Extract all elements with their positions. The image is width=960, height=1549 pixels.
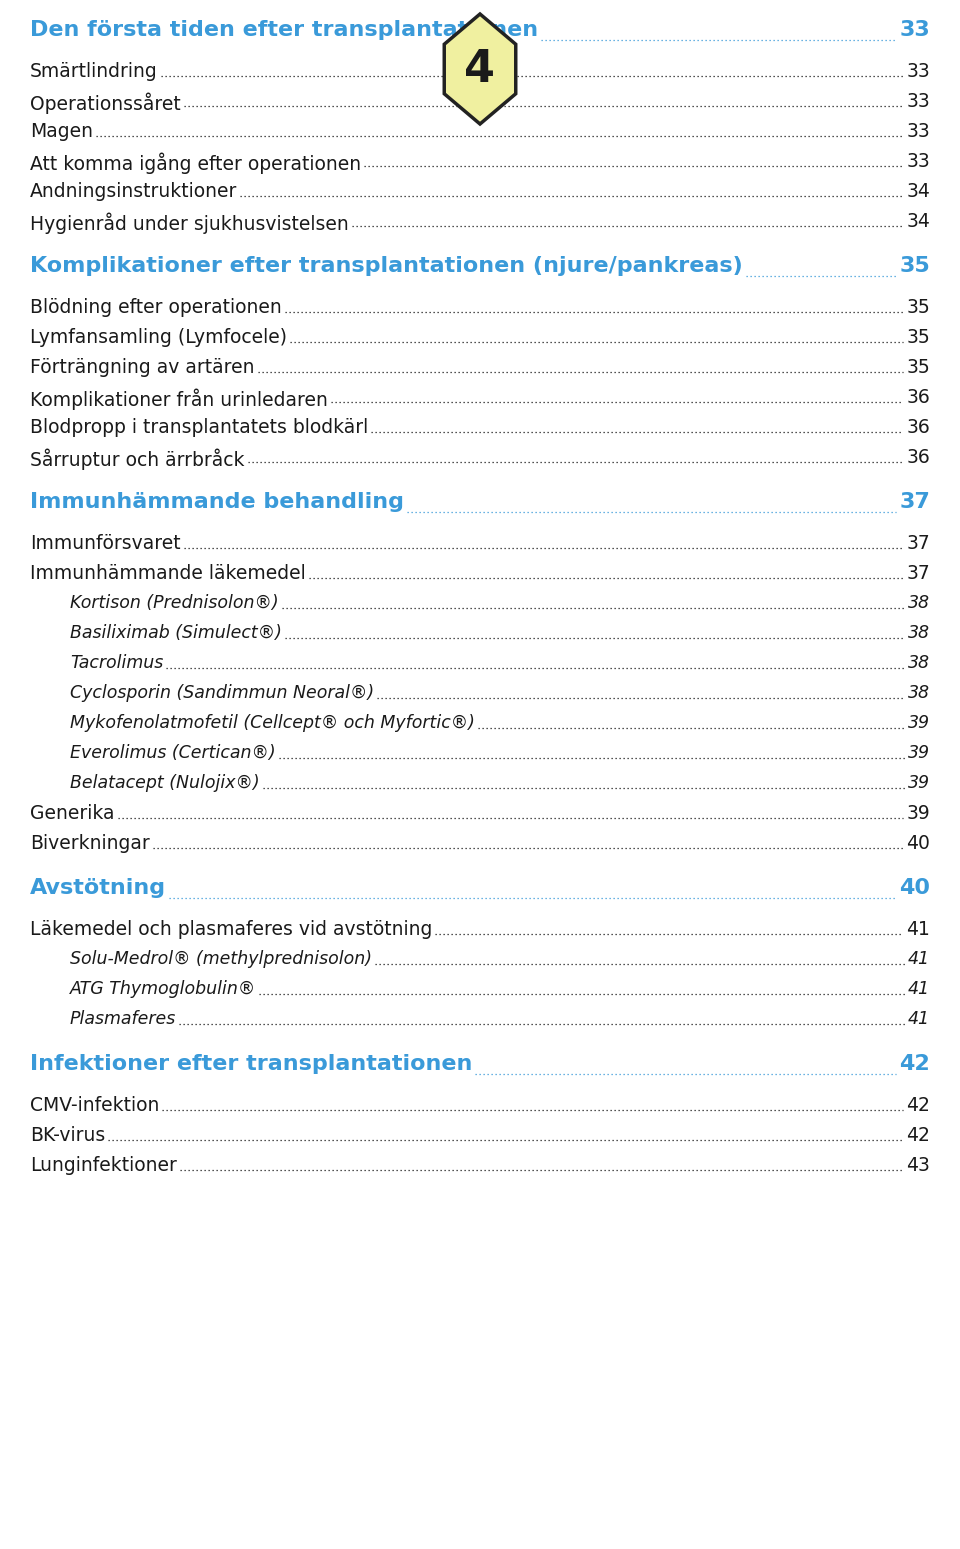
- Text: 34: 34: [906, 181, 930, 201]
- Text: Immunhämmande behandling: Immunhämmande behandling: [30, 493, 404, 513]
- Text: 35: 35: [906, 297, 930, 318]
- Text: 35: 35: [900, 256, 930, 276]
- Text: Cyclosporin (Sandimmun Neoral®): Cyclosporin (Sandimmun Neoral®): [70, 685, 374, 702]
- Text: 41: 41: [908, 1010, 930, 1029]
- Text: Infektioner efter transplantationen: Infektioner efter transplantationen: [30, 1053, 472, 1073]
- Text: Magen: Magen: [30, 122, 93, 141]
- Text: Generika: Generika: [30, 804, 114, 823]
- Text: 36: 36: [906, 418, 930, 437]
- Text: Basiliximab (Simulect®): Basiliximab (Simulect®): [70, 624, 282, 641]
- Text: Biverkningar: Biverkningar: [30, 833, 150, 853]
- Text: 38: 38: [908, 654, 930, 672]
- Text: 36: 36: [906, 387, 930, 407]
- Text: 42: 42: [906, 1097, 930, 1115]
- Text: 39: 39: [908, 714, 930, 733]
- Text: Den första tiden efter transplantationen: Den första tiden efter transplantationen: [30, 20, 539, 40]
- Text: 37: 37: [900, 493, 930, 513]
- Text: Mykofenolatmofetil (Cellcept® och Myfortic®): Mykofenolatmofetil (Cellcept® och Myfort…: [70, 714, 475, 733]
- Text: Kortison (Prednisolon®): Kortison (Prednisolon®): [70, 593, 278, 612]
- Text: Smärtlindring: Smärtlindring: [30, 62, 157, 81]
- Text: 38: 38: [908, 593, 930, 612]
- Text: 38: 38: [908, 624, 930, 641]
- Text: 34: 34: [906, 212, 930, 231]
- Text: 4: 4: [465, 48, 495, 90]
- Text: Andningsinstruktioner: Andningsinstruktioner: [30, 181, 237, 201]
- Text: 33: 33: [906, 152, 930, 170]
- Text: 43: 43: [906, 1156, 930, 1176]
- Polygon shape: [444, 14, 516, 124]
- Text: Belatacept (Nulojix®): Belatacept (Nulojix®): [70, 774, 259, 792]
- Text: 37: 37: [906, 564, 930, 582]
- Text: 33: 33: [906, 62, 930, 81]
- Text: Lymfansamling (Lymfocele): Lymfansamling (Lymfocele): [30, 328, 287, 347]
- Text: Plasmaferes: Plasmaferes: [70, 1010, 177, 1029]
- Text: 33: 33: [900, 20, 930, 40]
- Text: 36: 36: [906, 448, 930, 466]
- Text: 41: 41: [908, 981, 930, 998]
- Text: 39: 39: [906, 804, 930, 823]
- Text: Hygienråd under sjukhusvistelsen: Hygienråd under sjukhusvistelsen: [30, 212, 348, 234]
- Text: 38: 38: [908, 685, 930, 702]
- Text: 40: 40: [906, 833, 930, 853]
- Text: 42: 42: [900, 1053, 930, 1073]
- Text: 33: 33: [906, 91, 930, 112]
- Text: 41: 41: [908, 950, 930, 968]
- Text: BK-virus: BK-virus: [30, 1126, 106, 1145]
- Text: Tacrolimus: Tacrolimus: [70, 654, 163, 672]
- Text: Lunginfektioner: Lunginfektioner: [30, 1156, 177, 1176]
- Text: 42: 42: [906, 1126, 930, 1145]
- Text: 33: 33: [906, 122, 930, 141]
- Text: 40: 40: [899, 878, 930, 898]
- Text: 41: 41: [906, 920, 930, 939]
- Text: 39: 39: [908, 744, 930, 762]
- Text: ATG Thymoglobulin®: ATG Thymoglobulin®: [70, 981, 256, 998]
- Text: 39: 39: [908, 774, 930, 792]
- Text: Everolimus (Certican®): Everolimus (Certican®): [70, 744, 276, 762]
- Text: Läkemedel och plasmaferes vid avstötning: Läkemedel och plasmaferes vid avstötning: [30, 920, 432, 939]
- Text: Immunförsvaret: Immunförsvaret: [30, 534, 180, 553]
- Text: 37: 37: [906, 534, 930, 553]
- Text: Blodpropp i transplantatets blodkärl: Blodpropp i transplantatets blodkärl: [30, 418, 369, 437]
- Text: Immunhämmande läkemedel: Immunhämmande läkemedel: [30, 564, 305, 582]
- Text: Förträngning av artären: Förträngning av artären: [30, 358, 254, 376]
- Text: Komplikationer från urinledaren: Komplikationer från urinledaren: [30, 387, 328, 409]
- Text: Sårruptur och ärrbråck: Sårruptur och ärrbråck: [30, 448, 245, 469]
- Text: Att komma igång efter operationen: Att komma igång efter operationen: [30, 152, 361, 173]
- Text: Blödning efter operationen: Blödning efter operationen: [30, 297, 281, 318]
- Text: 35: 35: [906, 358, 930, 376]
- Text: Komplikationer efter transplantationen (njure/pankreas): Komplikationer efter transplantationen (…: [30, 256, 743, 276]
- Text: Solu-Medrol® (methylprednisolon): Solu-Medrol® (methylprednisolon): [70, 950, 372, 968]
- Text: CMV-infektion: CMV-infektion: [30, 1097, 159, 1115]
- Text: Avstötning: Avstötning: [30, 878, 166, 898]
- Text: Operationssåret: Operationssåret: [30, 91, 180, 113]
- Text: 35: 35: [906, 328, 930, 347]
